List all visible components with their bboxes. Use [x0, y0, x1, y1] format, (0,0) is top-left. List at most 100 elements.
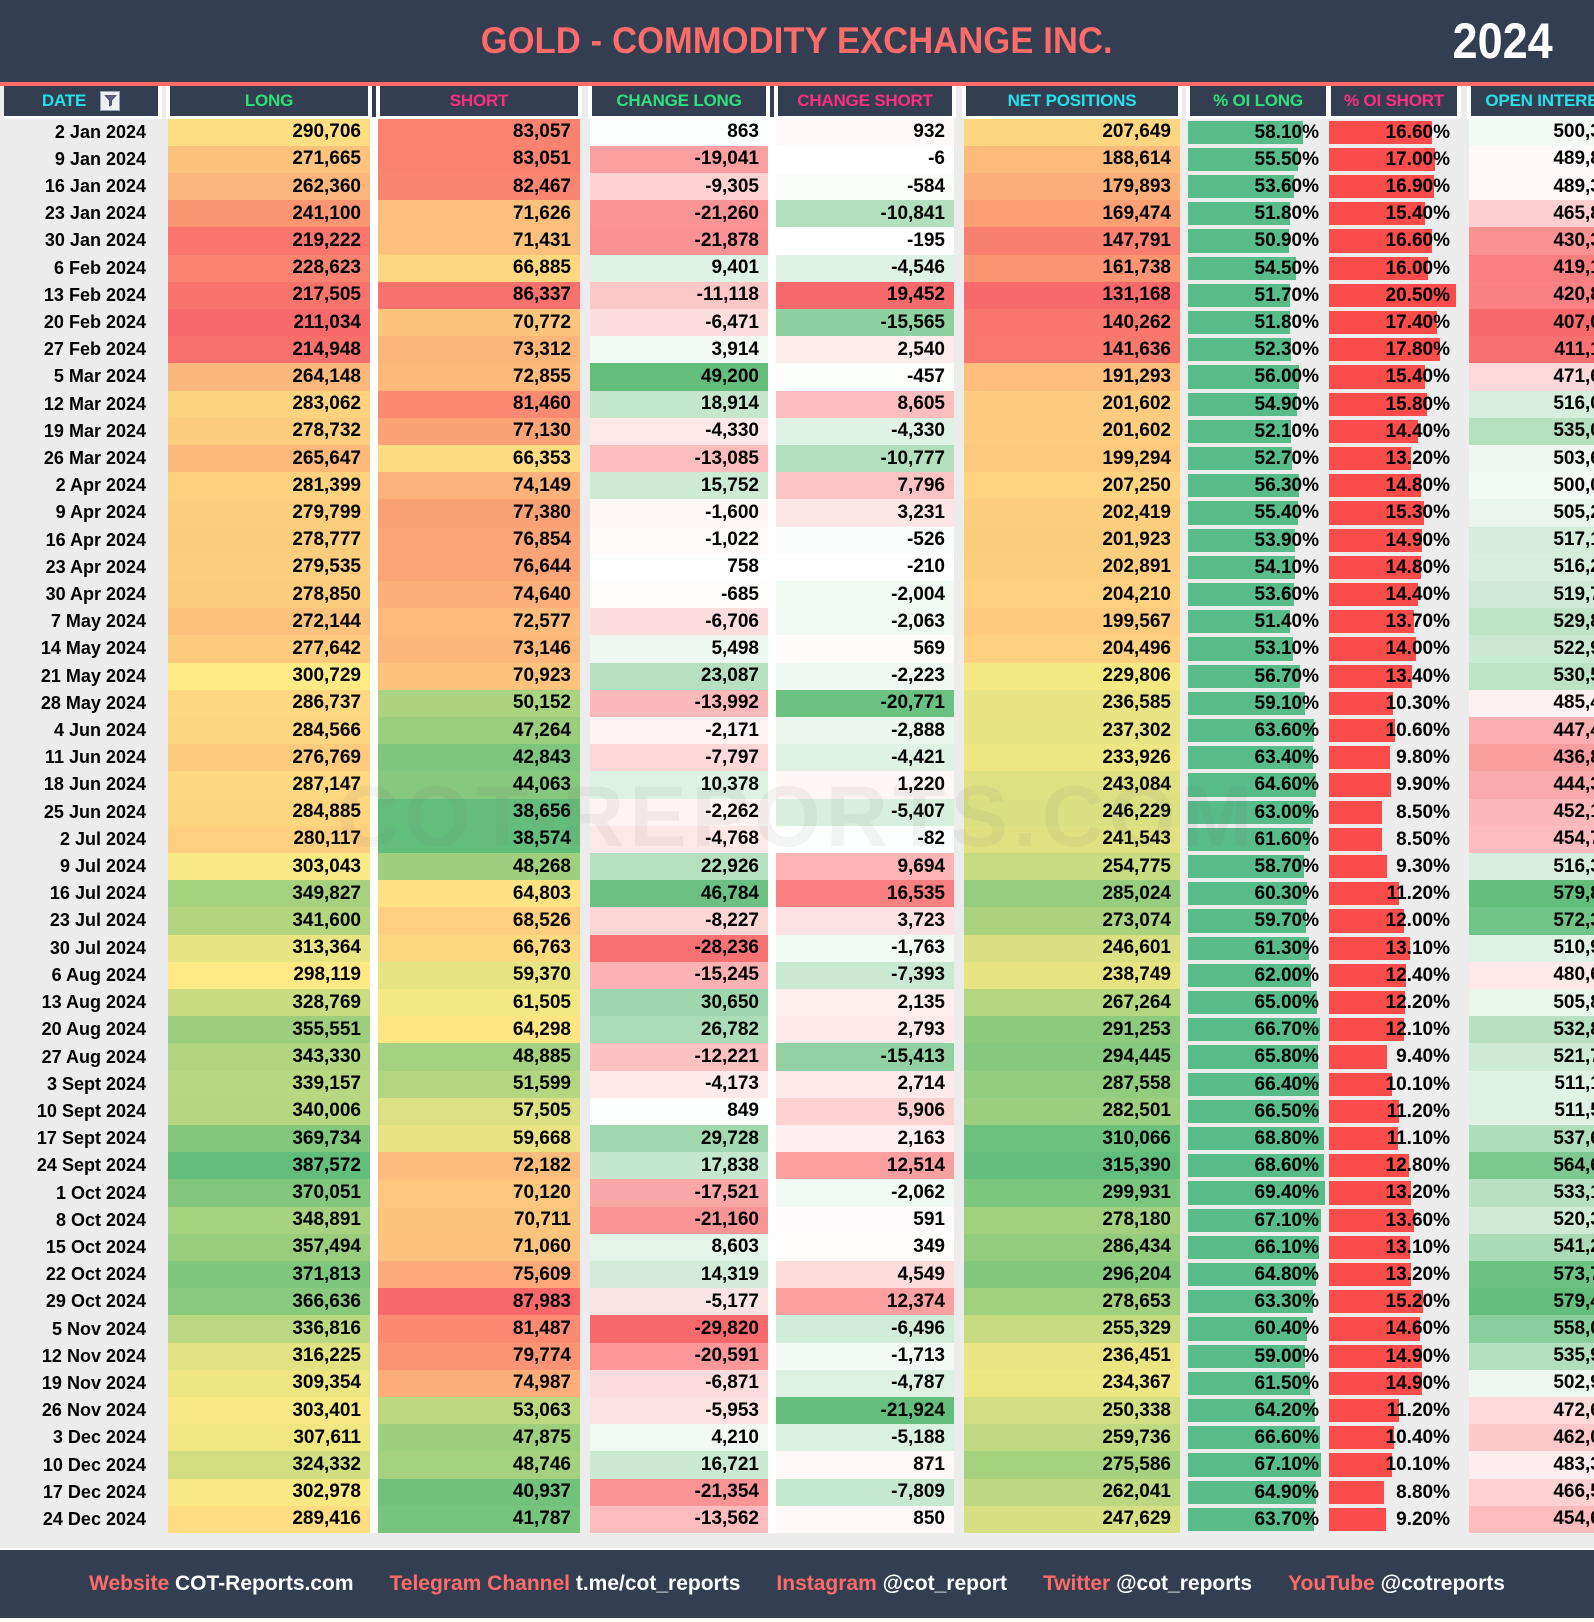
column-gap	[160, 1288, 168, 1316]
cell-open-interest: 503,642	[1469, 444, 1594, 473]
cell-oi-long: 54.10%	[1188, 553, 1328, 581]
cell-change-long: 4,210	[590, 1424, 768, 1452]
column-gap	[1180, 417, 1188, 445]
column-gap	[160, 553, 168, 581]
column-header-long[interactable]: LONG	[166, 86, 372, 119]
cell-open-interest: 530,591	[1469, 662, 1594, 690]
column-gap	[1459, 336, 1469, 364]
oi-short-value: 12.00%	[1385, 910, 1450, 932]
cell-long: 307,611	[168, 1424, 370, 1452]
oi-short-value: 15.80%	[1385, 393, 1450, 415]
footer-link-twitter[interactable]: Twitter @cot_reports	[1043, 1572, 1252, 1596]
column-header-oi-long[interactable]: % OI LONG	[1186, 86, 1330, 119]
oi-long-data-bar	[1188, 1099, 1319, 1124]
column-gap	[1180, 989, 1188, 1017]
column-gap	[580, 117, 590, 146]
cell-oi-long: 51.80%	[1188, 200, 1328, 228]
cell-long: 277,642	[168, 635, 370, 663]
column-header-date[interactable]: DATE	[0, 86, 162, 119]
cell-date: 11 Jun 2024	[2, 744, 160, 772]
cell-date: 16 Jan 2024	[2, 172, 160, 201]
oi-short-value: 10.40%	[1385, 1427, 1450, 1449]
oi-short-data-bar	[1329, 392, 1427, 416]
footer-value: t.me/cot_reports	[570, 1572, 741, 1595]
column-gap	[160, 1424, 168, 1452]
cell-change-long: -6,471	[590, 308, 768, 337]
cell-date: 27 Feb 2024	[2, 336, 160, 364]
oi-long-value: 51.80%	[1254, 203, 1319, 225]
oi-short-data-bar	[1329, 419, 1418, 443]
cell-change-short: -4,546	[776, 254, 954, 282]
oi-short-value: 16.90%	[1385, 175, 1450, 197]
oi-short-value: 14.40%	[1385, 583, 1450, 605]
oi-short-data-bar	[1329, 256, 1428, 280]
cell-net-positions: 199,294	[964, 444, 1180, 473]
cell-oi-long: 63.30%	[1188, 1288, 1328, 1316]
cell-long: 348,891	[168, 1206, 370, 1234]
cell-oi-long: 65.80%	[1188, 1043, 1328, 1071]
column-gap	[1328, 117, 1329, 146]
column-gap	[768, 880, 776, 908]
cell-short: 74,987	[378, 1369, 580, 1398]
footer-link-website[interactable]: Website COT-Reports.com	[89, 1572, 354, 1596]
cell-open-interest: 462,040	[1469, 1424, 1594, 1452]
oi-long-data-bar	[1188, 800, 1313, 824]
cell-short: 64,803	[378, 880, 580, 908]
cell-oi-long: 66.60%	[1188, 1424, 1328, 1452]
column-gap	[954, 553, 964, 581]
cell-oi-short: 11.10%	[1329, 1125, 1459, 1153]
column-header-change-short[interactable]: CHANGE SHORT	[774, 86, 956, 119]
cell-date: 30 Jan 2024	[2, 227, 160, 255]
column-gap	[580, 1505, 590, 1534]
oi-long-data-bar	[1188, 882, 1307, 906]
oi-long-value: 58.10%	[1254, 121, 1319, 143]
oi-long-data-bar	[1188, 1480, 1316, 1504]
oi-short-data-bar	[1329, 691, 1393, 715]
oi-short-data-bar	[1329, 773, 1391, 797]
column-gap	[160, 716, 168, 745]
column-gap	[580, 1152, 590, 1180]
cell-long: 217,505	[168, 281, 370, 309]
column-gap	[1328, 689, 1329, 717]
column-gap	[370, 825, 378, 853]
footer-link-instagram[interactable]: Instagram @cot_report	[776, 1572, 1007, 1596]
column-gap	[160, 254, 168, 282]
cell-long: 279,799	[168, 499, 370, 527]
oi-short-value: 13.20%	[1385, 447, 1450, 469]
footer-link-youtube[interactable]: YouTube @cotreports	[1288, 1572, 1505, 1596]
oi-short-data-bar	[1329, 446, 1411, 471]
footer-link-telegram-channel[interactable]: Telegram Channel t.me/cot_reports	[390, 1572, 741, 1596]
cell-oi-short: 10.30%	[1329, 689, 1459, 717]
cell-open-interest: 558,034	[1469, 1315, 1594, 1343]
column-header-short[interactable]: SHORT	[376, 86, 582, 119]
cell-change-short: -15,413	[776, 1043, 954, 1071]
column-gap	[768, 1288, 776, 1316]
column-header-oi-short[interactable]: % OI SHORT	[1327, 86, 1461, 119]
cell-net-positions: 296,204	[964, 1261, 1180, 1289]
column-gap	[160, 1206, 168, 1234]
column-gap	[954, 907, 964, 935]
column-header-net-positions[interactable]: NET POSITIONS	[962, 86, 1182, 119]
filter-funnel-icon[interactable]	[100, 90, 121, 111]
column-header-open-interest[interactable]: OPEN INTEREST	[1467, 86, 1594, 119]
column-gap	[160, 200, 168, 228]
column-gap	[1459, 580, 1469, 609]
title-bar: GOLD - COMMODITY EXCHANGE INC. 2024	[0, 0, 1594, 86]
column-gap	[1459, 689, 1469, 717]
table-row: 5 Mar 2024 264,148 72,855 49,200 -457 191,293…	[2, 363, 1594, 391]
column-gap	[580, 308, 590, 337]
cell-short: 72,855	[378, 363, 580, 391]
column-gap	[1459, 363, 1469, 391]
cell-long: 340,006	[168, 1097, 370, 1126]
cell-open-interest: 541,232	[1469, 1233, 1594, 1262]
cell-long: 214,948	[168, 336, 370, 364]
column-gap	[768, 907, 776, 935]
column-gap	[768, 472, 776, 500]
cell-date: 1 Oct 2024	[2, 1179, 160, 1207]
cell-open-interest: 517,193	[1469, 526, 1594, 554]
column-gap	[580, 880, 590, 908]
column-gap	[1459, 1505, 1469, 1534]
oi-long-data-bar	[1188, 746, 1313, 770]
column-header-change-long[interactable]: CHANGE LONG	[588, 86, 770, 119]
cell-change-short: 9,694	[776, 852, 954, 881]
